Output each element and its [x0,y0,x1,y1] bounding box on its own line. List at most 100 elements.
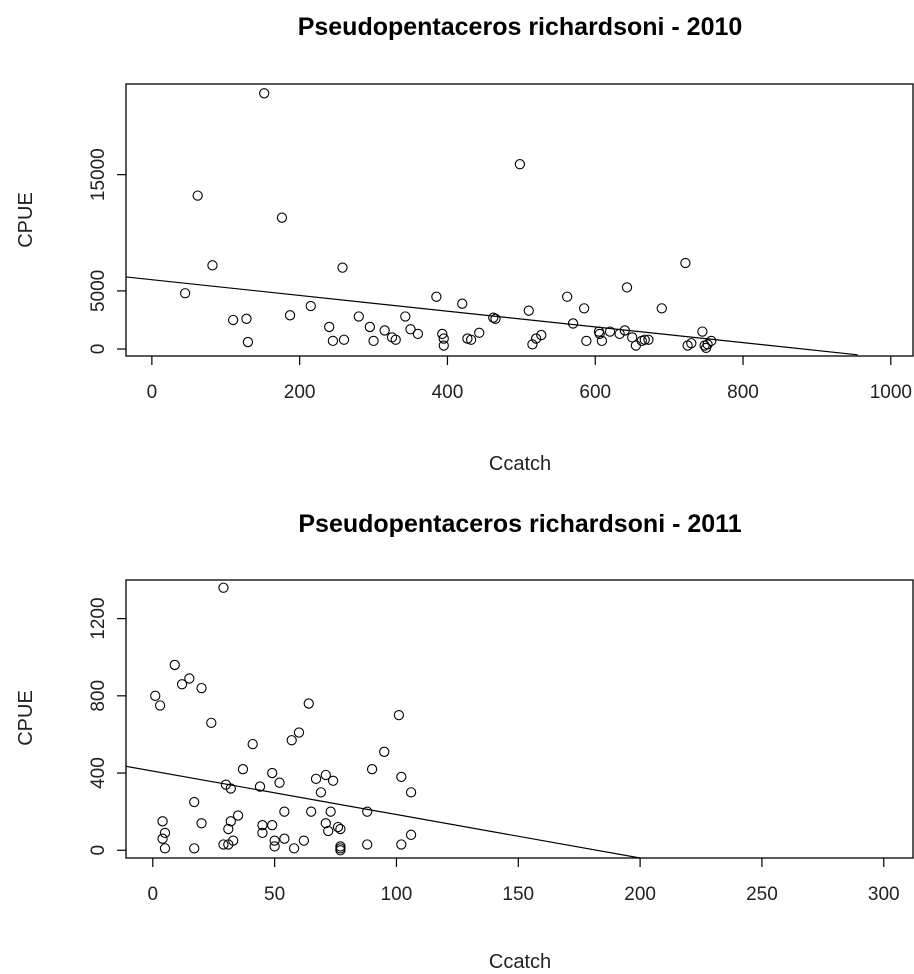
data-point [218,839,229,850]
y-axis-title: CPUE [15,690,37,746]
points-layer [179,88,717,354]
x-tick-label: 150 [502,884,534,905]
x-tick-label: 50 [264,884,285,905]
data-point [353,311,364,322]
data-point [335,841,346,852]
data-point [284,310,296,321]
data-point [279,806,290,817]
data-point [697,326,708,337]
data-point [630,340,642,351]
data-point [267,820,278,831]
data-point [218,582,229,593]
y-tick-label: 5000 [88,270,109,312]
data-point [189,796,200,808]
scatter-panel-2011: Pseudopentaceros richardsoni - 2011 0 50 1… [15,510,914,973]
data-point [680,257,691,269]
y-tick-label: 0 [88,845,109,856]
data-point [335,845,346,856]
data-point [581,335,592,347]
data-point [324,321,335,333]
data-point [310,773,322,784]
y-tick-label: 1200 [88,597,109,639]
data-point [567,318,579,329]
data-point [241,313,252,324]
chart-title: Pseudopentaceros richardsoni - 2011 [298,510,741,538]
data-point [364,321,376,333]
data-point [286,735,297,746]
data-point [465,334,477,345]
data-point [437,328,448,340]
data-point [396,839,407,850]
data-point [431,291,442,302]
data-point [196,818,207,829]
chart-title: Pseudopentaceros richardsoni - 2010 [298,13,743,41]
data-point [276,212,288,223]
data-point [298,835,310,846]
data-point [530,333,542,344]
data-point [596,335,608,347]
x-tick-label: 0 [148,884,159,905]
data-point [157,833,168,844]
data-point [159,827,171,839]
data-point [536,329,547,341]
y-axis-title: CPUE [15,192,37,248]
data-point [269,841,280,852]
data-point [523,305,534,316]
data-point [242,336,254,348]
data-point [267,767,278,779]
y-tick-label: 15000 [88,148,109,201]
data-point [315,787,327,798]
data-point [362,839,373,850]
data-point [192,190,203,201]
data-point [400,311,411,322]
x-tick-label: 300 [868,884,900,905]
x-tick-label: 800 [727,382,759,403]
data-point [323,825,334,837]
data-point [405,787,417,798]
data-point [303,698,314,709]
x-tick-label: 400 [432,382,464,403]
data-point [269,835,280,846]
data-point [396,771,407,783]
x-tick-label: 250 [746,884,778,905]
y-tick-label: 400 [88,757,109,789]
data-point [228,314,239,326]
data-point [184,673,195,684]
x-axis-title: Ccatch [489,951,551,973]
data-point [157,816,168,827]
x-tick-label: 100 [381,884,413,905]
data-point [225,783,236,794]
plot-frame [125,83,914,357]
data-point [335,843,346,854]
data-point [643,334,654,345]
y-axis: 0 400 800 1200 [88,597,126,856]
data-point [393,709,405,721]
data-point [176,679,188,690]
data-point [362,806,373,817]
data-point [189,843,200,854]
data-point [169,659,180,671]
data-point [254,781,266,792]
data-point [325,806,336,817]
data-point [274,777,285,788]
data-point [154,700,166,711]
x-tick-label: 1000 [870,382,912,403]
data-point [514,159,526,170]
x-tick-label: 200 [284,382,316,403]
data-point [379,746,390,757]
data-point [438,340,449,351]
data-point [293,727,305,738]
data-point [686,338,697,349]
data-point [579,303,590,314]
data-point [259,88,270,99]
data-point [621,282,633,293]
data-point [706,335,717,347]
data-point [338,334,350,345]
data-point [305,300,316,312]
data-point [438,333,449,344]
points-layer [150,582,417,856]
data-point [368,335,379,347]
data-point [150,690,161,701]
data-point [366,764,378,775]
